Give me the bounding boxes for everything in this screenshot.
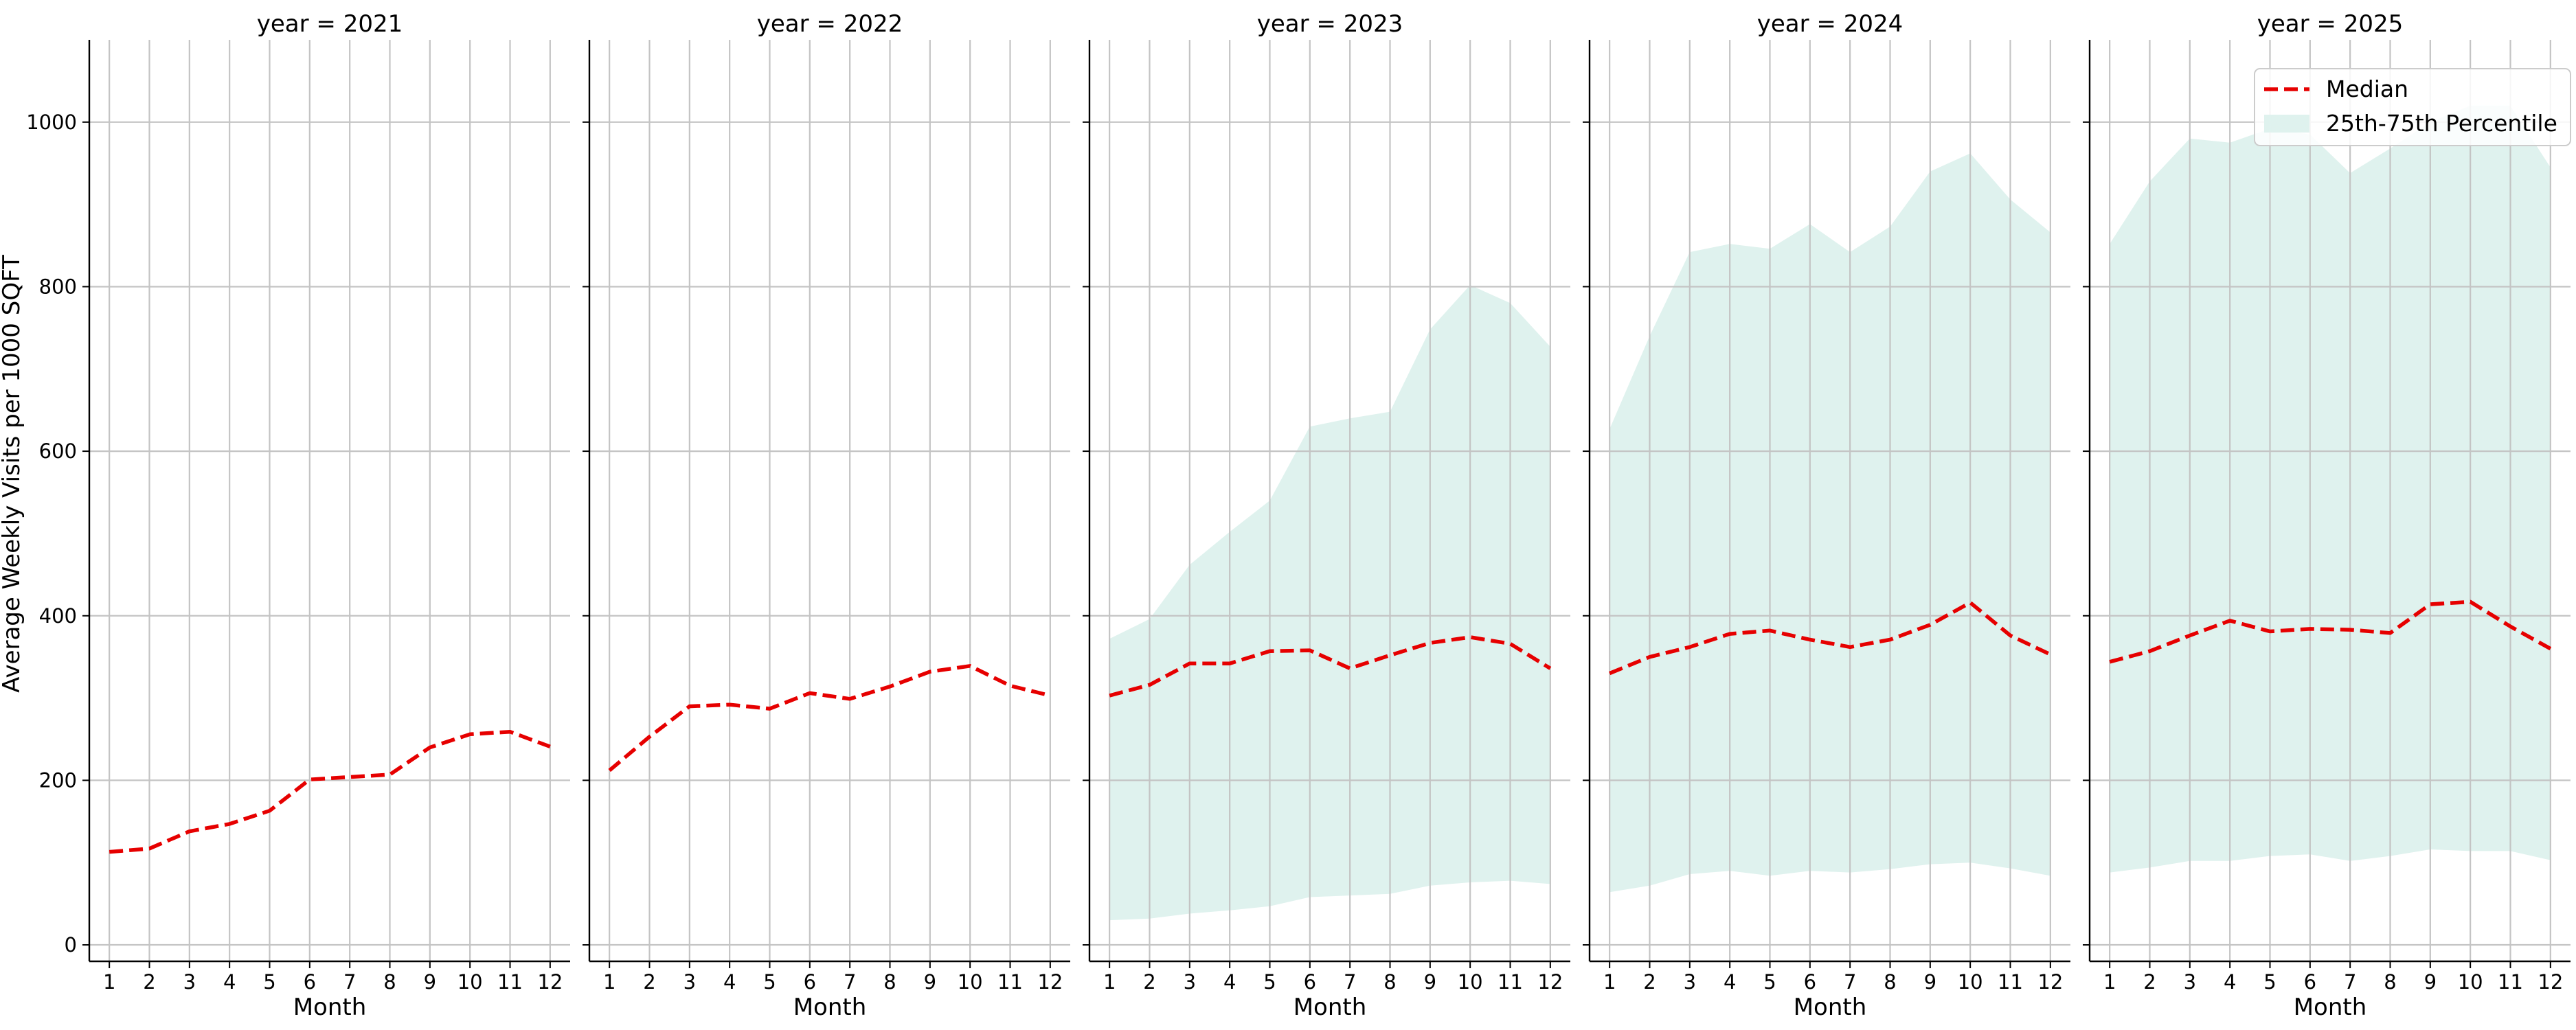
x-tick-label: 11 xyxy=(497,970,523,994)
y-tick-label: 800 xyxy=(39,275,77,298)
x-tick-label: 12 xyxy=(537,970,563,994)
x-tick-label: 9 xyxy=(424,970,436,994)
x-tick-label: 1 xyxy=(103,970,115,994)
x-tick-label: 5 xyxy=(1263,970,1276,994)
x-tick-label: 6 xyxy=(804,970,816,994)
x-tick-label: 7 xyxy=(1344,970,1356,994)
panel-title: year = 2024 xyxy=(1757,10,1903,38)
x-axis-label: Month xyxy=(1293,994,1367,1021)
legend-label: Median xyxy=(2326,76,2408,102)
x-tick-label: 2 xyxy=(2143,970,2156,994)
median-line xyxy=(608,664,1051,772)
x-tick-label: 7 xyxy=(844,970,856,994)
x-tick-label: 1 xyxy=(1603,970,1616,994)
x-tick-label: 8 xyxy=(1884,970,1896,994)
x-tick-label: 3 xyxy=(183,970,196,994)
x-axis-label: Month xyxy=(2294,994,2367,1021)
x-tick-label: 10 xyxy=(2458,970,2483,994)
x-axis-label: Month xyxy=(1794,994,1867,1021)
x-tick-label: 2 xyxy=(1643,970,1656,994)
x-tick-label: 7 xyxy=(343,970,356,994)
median-line xyxy=(1609,600,2051,676)
x-tick-label: 9 xyxy=(924,970,936,994)
x-tick-label: 2 xyxy=(643,970,655,994)
median-line xyxy=(1109,635,1552,698)
y-tick-label: 600 xyxy=(39,439,77,463)
x-tick-label: 8 xyxy=(383,970,396,994)
x-tick-label: 2 xyxy=(1143,970,1155,994)
x-tick-label: 12 xyxy=(2538,970,2563,994)
x-tick-label: 3 xyxy=(2184,970,2196,994)
x-tick-label: 5 xyxy=(263,970,275,994)
x-tick-label: 10 xyxy=(958,970,983,994)
y-axis-label: Average Weekly Visits per 1000 SQFT xyxy=(0,255,25,693)
x-tick-label: 11 xyxy=(1998,970,2023,994)
x-tick-label: 12 xyxy=(2037,970,2063,994)
x-tick-label: 6 xyxy=(304,970,316,994)
x-tick-label: 6 xyxy=(1304,970,1316,994)
x-tick-label: 9 xyxy=(2424,970,2437,994)
x-tick-label: 1 xyxy=(2103,970,2116,994)
panel-title: year = 2022 xyxy=(757,10,903,38)
x-tick-label: 8 xyxy=(2384,970,2396,994)
y-tick-label: 1000 xyxy=(26,111,77,134)
x-tick-label: 4 xyxy=(723,970,736,994)
x-tick-label: 5 xyxy=(1763,970,1776,994)
x-tick-label: 9 xyxy=(1924,970,1936,994)
panel-title: year = 2023 xyxy=(1257,10,1403,38)
y-tick-label: 0 xyxy=(65,933,77,957)
x-tick-label: 3 xyxy=(1184,970,1196,994)
percentile-band xyxy=(2110,105,2551,873)
x-tick-label: 11 xyxy=(1498,970,1523,994)
x-tick-label: 7 xyxy=(1844,970,1856,994)
x-tick-label: 10 xyxy=(1458,970,1483,994)
x-tick-label: 12 xyxy=(1037,970,1063,994)
x-tick-label: 12 xyxy=(1537,970,1563,994)
x-tick-label: 10 xyxy=(1958,970,1983,994)
legend-swatch-band xyxy=(2264,115,2309,133)
x-tick-label: 1 xyxy=(1103,970,1116,994)
x-tick-label: 4 xyxy=(2224,970,2236,994)
percentile-band xyxy=(1109,285,1550,921)
x-tick-label: 5 xyxy=(2263,970,2276,994)
panel-1: 1 2 3 4 5 6 7 8 9 10 11 1202004006008001000Monthyea… xyxy=(26,10,570,1021)
median-line xyxy=(109,729,551,854)
legend: Median 25th-75th Percentile xyxy=(2254,68,2571,146)
x-tick-label: 9 xyxy=(1424,970,1436,994)
x-tick-label: 8 xyxy=(1383,970,1396,994)
x-tick-label: 6 xyxy=(1804,970,1816,994)
y-tick-label: 200 xyxy=(39,768,77,792)
median-line xyxy=(2109,599,2552,664)
legend-label: 25th-75th Percentile xyxy=(2326,110,2557,137)
x-tick-label: 3 xyxy=(1684,970,1696,994)
x-tick-label: 10 xyxy=(457,970,483,994)
x-axis-label: Month xyxy=(293,994,367,1021)
panels: 1 2 3 4 5 6 7 8 9 10 11 1202004006008001000Monthyea… xyxy=(26,10,2571,1021)
x-tick-label: 6 xyxy=(2304,970,2316,994)
panel-title: year = 2021 xyxy=(257,10,403,38)
x-tick-label: 1 xyxy=(603,970,615,994)
x-axis-label: Month xyxy=(793,994,867,1021)
x-tick-label: 4 xyxy=(1223,970,1236,994)
x-tick-label: 7 xyxy=(2344,970,2356,994)
x-tick-label: 11 xyxy=(997,970,1023,994)
x-tick-label: 5 xyxy=(763,970,776,994)
percentile-band xyxy=(1609,153,2050,893)
panel-title: year = 2025 xyxy=(2257,10,2403,38)
x-tick-label: 11 xyxy=(2498,970,2523,994)
y-tick-label: 400 xyxy=(39,604,77,628)
x-tick-label: 3 xyxy=(683,970,696,994)
x-tick-label: 4 xyxy=(223,970,236,994)
x-tick-label: 4 xyxy=(1724,970,1736,994)
x-tick-label: 2 xyxy=(143,970,155,994)
legend-box xyxy=(2254,68,2571,146)
x-tick-label: 8 xyxy=(883,970,896,994)
